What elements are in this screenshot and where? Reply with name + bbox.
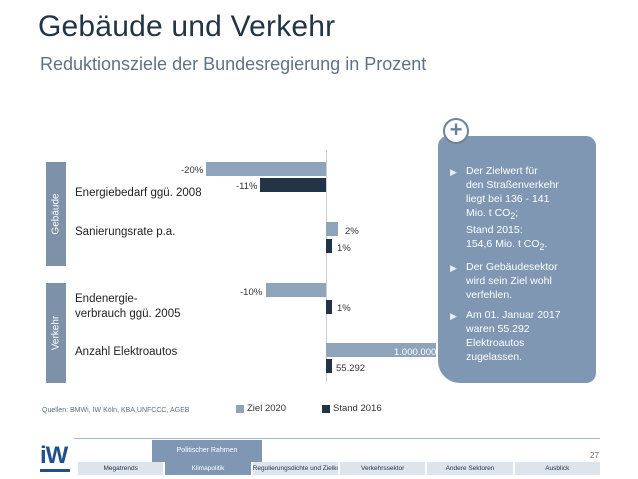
bar-ziel-sanierungsrate: [326, 222, 338, 236]
group-label-gebaeude: Gebäude: [46, 162, 66, 266]
bar-stand-sanierungsrate: [326, 239, 332, 253]
legend-ziel: Ziel 2020: [236, 403, 286, 414]
info-line: den Straßenverkehr: [466, 179, 559, 191]
info-line: zugelassen.: [466, 351, 523, 364]
info-item-text: Der Gebäudesektor wird sein Ziel wohl ve…: [466, 260, 558, 302]
tab-regulierungsdichte[interactable]: Regulierungsdichte und Zielkonflikte: [252, 462, 338, 475]
value-label-ziel-endenergie: -10%: [240, 287, 263, 298]
page-title: Gebäude und Verkehr: [38, 10, 336, 43]
category-label-sanierungsrate: Sanierungsrate p.a.: [75, 226, 176, 238]
bar-stand-elektroautos: [326, 359, 333, 373]
value-label-ziel-elektroautos: 1.000.000: [394, 347, 437, 358]
legend-label-stand: Stand 2016: [333, 403, 382, 414]
triangle-right-icon: ▶: [450, 167, 457, 177]
group-label-verkehr: Verkehr: [46, 283, 66, 383]
bar-ziel-endenergie: [266, 283, 326, 297]
category-label-endenergie-line1: Endenergie-: [75, 293, 138, 305]
tab-verkehrssektor[interactable]: Verkehrssektor: [339, 462, 426, 475]
value-label-stand-sanierungsrate: 1%: [337, 243, 351, 254]
tab-klimapolitik[interactable]: Klimapolitik: [165, 462, 251, 475]
bar-ziel-energiebedarf: [206, 162, 326, 176]
value-label-ziel-energiebedarf: -20%: [181, 165, 204, 176]
value-label-stand-endenergie: 1%: [337, 303, 351, 314]
bar-ziel-elektroautos: [326, 343, 436, 357]
info-item-elektroautos: ▶ Am 01. Januar 2017 waren 55.292 Elektr…: [450, 308, 586, 364]
info-line: Der Gebäudesektor: [466, 261, 558, 274]
iw-logo[interactable]: iW: [40, 442, 68, 469]
section-nav: Megatrends Klimapolitik Regulierungsdich…: [78, 462, 600, 475]
triangle-right-icon: ▶: [450, 311, 457, 322]
info-line: .: [544, 238, 548, 251]
legend-stand: Stand 2016: [322, 403, 382, 414]
info-line: wird sein Ziel wohl: [466, 275, 552, 288]
info-line: verfehlen.: [466, 289, 513, 302]
triangle-right-icon: ▶: [450, 263, 457, 274]
legend-swatch-stand: [322, 404, 330, 413]
category-label-endenergie: Endenergie- verbrauch ggü. 2005: [75, 292, 181, 322]
value-label-ziel-sanierungsrate: 2%: [345, 226, 359, 237]
info-item-gebaeudesektor: ▶ Der Gebäudesektor wird sein Ziel wohl …: [450, 260, 586, 302]
value-label-stand-energiebedarf: -11%: [236, 181, 258, 192]
chart-zero-axis: [326, 150, 327, 382]
category-label-elektroautos: Anzahl Elektroautos: [75, 346, 178, 358]
tab-andere-sektoren[interactable]: Andere Sektoren: [427, 462, 513, 475]
info-line: liegt bei 136 - 141: [466, 193, 550, 205]
info-line: Elektroautos: [466, 337, 525, 350]
info-box: ▶ Der Zielwert für den Straßenverkehr li…: [438, 136, 596, 383]
sources-note: Quellen: BMWi, IW Köln, KBA,UNFCCC, AGEB: [42, 407, 190, 414]
tab-ausblick[interactable]: Ausblick: [514, 462, 600, 475]
info-line: 154,6 Mio. t CO: [466, 238, 540, 251]
info-line: Am 01. Januar 2017: [466, 309, 561, 322]
info-line: Mio. t CO: [466, 207, 511, 219]
info-line: waren 55.292: [466, 323, 530, 336]
page-subtitle: Reduktionsziele der Bundesregierung in P…: [40, 54, 427, 74]
category-label-endenergie-line2: verbrauch ggü. 2005: [75, 308, 181, 320]
group-label-verkehr-text: Verkehr: [50, 315, 62, 351]
category-label-energiebedarf: Energiebedarf ggü. 2008: [75, 187, 202, 199]
page-number: 27: [590, 451, 599, 460]
value-label-stand-elektroautos: 55.292: [336, 363, 366, 374]
footer-divider: [74, 438, 600, 439]
plus-icon[interactable]: +: [443, 118, 469, 144]
info-item-strassenverkehr: ▶ Der Zielwert für den Straßenverkehr li…: [450, 164, 586, 254]
info-item-text: Am 01. Januar 2017 waren 55.292 Elektroa…: [466, 308, 561, 364]
info-item-text: Der Zielwert für den Straßenverkehr lieg…: [466, 164, 559, 254]
group-label-gebaeude-text: Gebäude: [50, 193, 62, 235]
bar-stand-energiebedarf: [260, 178, 326, 192]
legend-swatch-ziel: [236, 404, 244, 413]
logo-underline: [40, 469, 70, 472]
legend-label-ziel: Ziel 2020: [247, 403, 287, 414]
active-section-header: Politischer Rahmen: [152, 440, 262, 462]
info-line: ;: [515, 207, 519, 219]
info-line: Stand 2015:: [466, 224, 523, 237]
tab-megatrends[interactable]: Megatrends: [78, 462, 164, 475]
info-line: Der Zielwert für: [466, 165, 538, 177]
subscript: 2: [510, 211, 516, 222]
active-section-label: Politischer Rahmen: [176, 447, 238, 454]
bar-stand-endenergie: [326, 300, 332, 314]
subscript: 2: [539, 242, 545, 253]
